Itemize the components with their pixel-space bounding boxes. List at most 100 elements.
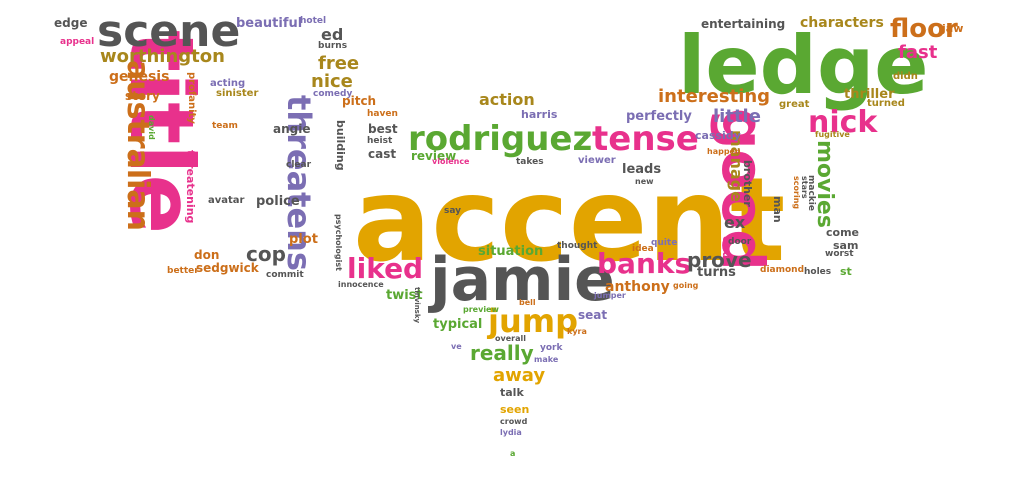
word-burns: burns <box>318 41 348 51</box>
word-threatening: threatening <box>184 150 197 224</box>
word-jumper: jumper <box>594 291 626 300</box>
word-innocence: innocence <box>338 280 384 289</box>
word-great: great <box>779 99 810 110</box>
word-twist: twist <box>386 288 423 303</box>
word-action: action <box>479 90 535 109</box>
word-characters: characters <box>800 15 884 31</box>
word-best: best <box>368 122 398 136</box>
word-harris: harris <box>521 108 558 121</box>
word-liked: liked <box>347 252 424 285</box>
word-seat: seat <box>578 308 608 322</box>
word-edge: edge <box>54 16 88 30</box>
word-quite: quite <box>651 238 678 248</box>
word-interesting: interesting <box>658 86 771 107</box>
word-crowd: crowd <box>500 417 528 426</box>
word-bell: bell <box>519 298 536 307</box>
word-really: really <box>470 341 534 365</box>
word-say: say <box>444 206 462 216</box>
word-genesis: genesis <box>109 69 170 85</box>
word-tense: tense <box>592 119 699 159</box>
word-jump: jump <box>488 302 578 340</box>
word-rodriguez: rodriguez <box>408 119 593 159</box>
word-didn: didn <box>893 71 918 82</box>
word-takes: takes <box>516 157 544 167</box>
word-jaw: jaw <box>942 22 964 35</box>
word-movies: movies <box>812 140 837 228</box>
word-fugitive: fugitive <box>815 130 850 139</box>
word-police: police <box>256 194 300 209</box>
word-lydia: lydia <box>500 428 522 437</box>
word-anthony: anthony <box>605 279 670 295</box>
word-nick: nick <box>808 105 878 140</box>
word-brother: brother <box>741 160 754 207</box>
word-man: man <box>771 196 784 223</box>
word-cop: cop <box>246 242 286 266</box>
word-thriller: thriller <box>844 87 895 102</box>
word-perfectly: perfectly <box>626 109 692 124</box>
word-jamie: jamie <box>430 245 615 315</box>
word-scoring: scoring <box>792 176 801 210</box>
word-kyra: kyra <box>567 327 587 336</box>
word-sedgwick: sedgwick <box>196 261 259 275</box>
word-stars: stars <box>800 176 809 199</box>
word-avatar: avatar <box>208 195 245 206</box>
word-commit: commit <box>266 270 304 280</box>
word-angie: angie <box>273 122 311 136</box>
word-story: story <box>125 89 160 103</box>
word-free: free <box>318 53 360 74</box>
word-entertaining: entertaining <box>701 17 786 31</box>
word-pitch: pitch <box>342 94 377 108</box>
word-talk: talk <box>500 386 524 399</box>
word-cassidy: cassidy <box>695 129 741 142</box>
word-psychologist: psychologist <box>334 214 343 271</box>
word-building: building <box>334 120 347 171</box>
word-diamond: diamond <box>760 265 805 275</box>
word-acting: acting <box>210 78 246 89</box>
word-heist: heist <box>367 136 393 146</box>
word-team: team <box>212 121 238 131</box>
word-come: come <box>826 226 859 239</box>
word-prove: prove <box>687 248 752 272</box>
word-accent: accent <box>353 153 786 288</box>
word-tinvinsky: tinvinsky <box>413 287 421 324</box>
word-new: new <box>635 177 654 186</box>
word-idea: idea <box>632 244 654 254</box>
word-situation: situation <box>478 244 544 259</box>
word-make: make <box>534 355 559 364</box>
word-away: away <box>493 365 546 386</box>
word-going: going <box>673 281 699 290</box>
word-banks: banks <box>597 247 692 280</box>
word-profanity: profanity <box>186 72 197 124</box>
word-beautiful: beautiful <box>236 16 303 31</box>
word-ledge: ledge <box>678 19 929 112</box>
word-clear: clear <box>286 160 312 170</box>
word-turned: turned <box>867 98 905 109</box>
word-sinister: sinister <box>216 88 259 99</box>
word-ed: ed <box>321 25 344 44</box>
word-a: a <box>510 449 516 458</box>
word-better: better <box>167 266 199 276</box>
word-don: don <box>194 248 220 262</box>
word-seen: seen <box>500 403 530 416</box>
word-fast: fast <box>898 42 938 63</box>
word-violence: violence <box>432 157 470 166</box>
word-comedy: comedy <box>313 89 353 99</box>
word-worst: worst <box>825 249 854 259</box>
word-worthington: worthington <box>100 46 225 67</box>
word-little: little <box>713 106 761 127</box>
word-ve: ve <box>451 342 462 351</box>
word-leads: leads <box>622 162 662 177</box>
word-happen: happen <box>707 147 741 156</box>
word-floor: floor <box>890 14 958 44</box>
word-overall: overall <box>495 334 526 343</box>
word-australian: australian <box>120 60 155 232</box>
word-nice: nice <box>311 71 353 92</box>
word-viewer: viewer <box>578 155 616 166</box>
word-ex: ex <box>724 213 746 232</box>
word-st: st <box>840 265 852 278</box>
word-turns: turns <box>697 265 736 280</box>
word-door: door <box>728 237 752 247</box>
word-appeal: appeal <box>60 37 95 47</box>
word-preview: preview <box>463 305 499 314</box>
